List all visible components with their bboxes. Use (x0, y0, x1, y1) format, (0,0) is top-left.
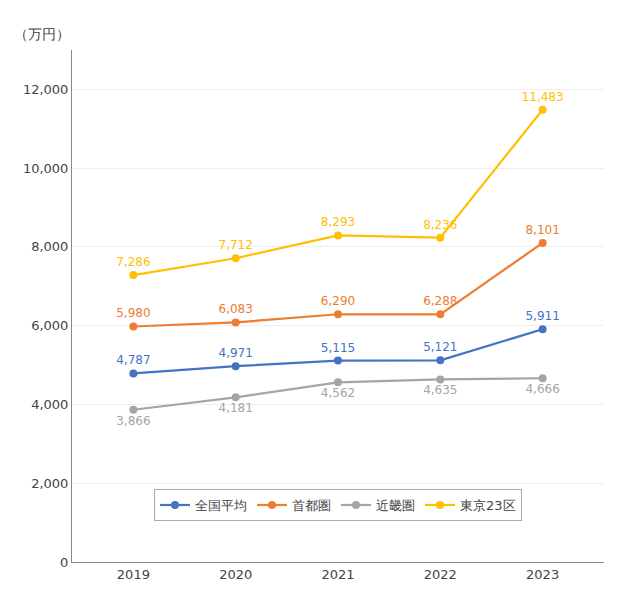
svg-text:4,971: 4,971 (219, 346, 253, 360)
svg-text:6,288: 6,288 (423, 294, 457, 308)
svg-text:2023: 2023 (526, 567, 559, 582)
svg-text:5,980: 5,980 (116, 306, 150, 320)
svg-text:4,666: 4,666 (525, 382, 559, 396)
svg-text:10,000: 10,000 (23, 161, 69, 176)
svg-text:0: 0 (60, 555, 68, 570)
svg-text:8,000: 8,000 (31, 239, 68, 254)
svg-text:6,083: 6,083 (219, 302, 253, 316)
svg-text:7,712: 7,712 (219, 238, 253, 252)
svg-text:4,562: 4,562 (321, 386, 355, 400)
svg-text:6,000: 6,000 (31, 318, 68, 333)
svg-text:2020: 2020 (219, 567, 252, 582)
svg-text:近畿圏: 近畿圏 (376, 498, 415, 513)
svg-text:（万円）: （万円） (14, 26, 70, 42)
svg-text:12,000: 12,000 (23, 82, 69, 97)
svg-text:8,101: 8,101 (525, 223, 559, 237)
svg-text:4,635: 4,635 (423, 383, 457, 397)
svg-text:2019: 2019 (117, 567, 150, 582)
svg-text:7,286: 7,286 (116, 255, 150, 269)
svg-text:3,866: 3,866 (116, 414, 150, 428)
svg-text:東京23区: 東京23区 (460, 498, 516, 513)
svg-text:4,787: 4,787 (116, 353, 150, 367)
svg-text:5,121: 5,121 (423, 340, 457, 354)
svg-text:4,000: 4,000 (31, 397, 68, 412)
svg-text:4,181: 4,181 (219, 401, 253, 415)
svg-text:5,911: 5,911 (525, 309, 559, 323)
svg-text:2,000: 2,000 (31, 476, 68, 491)
svg-text:8,236: 8,236 (423, 218, 457, 232)
svg-text:2021: 2021 (321, 567, 354, 582)
svg-text:11,483: 11,483 (522, 90, 564, 104)
svg-text:全国平均: 全国平均 (195, 498, 247, 513)
svg-text:8,293: 8,293 (321, 215, 355, 229)
svg-text:2022: 2022 (424, 567, 457, 582)
svg-text:首都圏: 首都圏 (292, 498, 331, 513)
svg-text:6,290: 6,290 (321, 294, 355, 308)
svg-text:5,115: 5,115 (321, 341, 355, 355)
